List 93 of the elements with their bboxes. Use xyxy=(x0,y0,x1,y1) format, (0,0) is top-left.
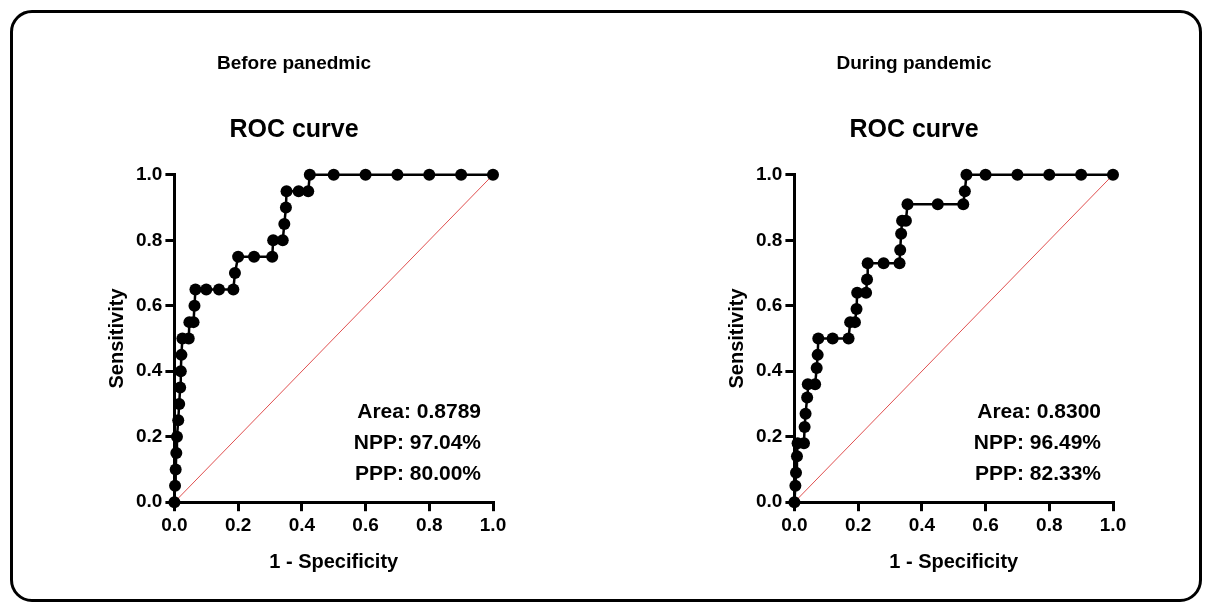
point xyxy=(169,479,182,492)
point xyxy=(801,391,814,404)
point xyxy=(169,463,182,476)
point xyxy=(893,257,906,270)
point xyxy=(172,414,185,427)
point xyxy=(266,250,279,263)
annotation: NPP: 97.04% xyxy=(353,430,482,453)
y-tick-label: 0.4 xyxy=(755,359,783,381)
point xyxy=(200,283,213,296)
chart-subtitle: ROC curve xyxy=(229,113,359,142)
annotation: PPP: 82.33% xyxy=(974,461,1102,484)
y-tick-label: 1.0 xyxy=(755,163,783,185)
point xyxy=(861,273,874,286)
point xyxy=(979,168,992,181)
x-tick-label: 0.8 xyxy=(416,513,443,535)
point xyxy=(170,447,183,460)
point xyxy=(279,201,292,214)
point xyxy=(789,479,802,492)
chart-title: Before panedmic xyxy=(216,51,372,73)
point xyxy=(901,198,914,211)
point xyxy=(894,244,907,257)
y-tick-label: 0.6 xyxy=(135,293,163,315)
point xyxy=(228,267,241,280)
point xyxy=(799,407,812,420)
point xyxy=(189,283,202,296)
point xyxy=(175,348,188,361)
y-tick-label: 0.8 xyxy=(135,228,163,250)
annotation: Area: 0.8300 xyxy=(977,399,1101,422)
x-tick-label: 0.6 xyxy=(972,513,999,535)
x-tick-label: 1.0 xyxy=(1099,513,1127,535)
point xyxy=(811,348,824,361)
y-tick-label: 1.0 xyxy=(135,163,163,185)
x-tick-label: 0.0 xyxy=(161,513,188,535)
point xyxy=(227,283,240,296)
point xyxy=(895,227,908,240)
point xyxy=(248,250,261,263)
x-tick-label: 0.4 xyxy=(908,513,936,535)
point xyxy=(850,303,863,316)
point xyxy=(391,168,404,181)
y-axis-title: Sensitivity xyxy=(724,287,747,389)
point xyxy=(790,466,803,479)
x-tick-label: 0.6 xyxy=(352,513,379,535)
point xyxy=(860,286,873,299)
point xyxy=(303,168,316,181)
point xyxy=(455,168,468,181)
point xyxy=(232,250,245,263)
point xyxy=(327,168,340,181)
point xyxy=(213,283,226,296)
y-tick-label: 0.8 xyxy=(755,228,783,250)
point xyxy=(302,185,315,198)
point xyxy=(798,420,811,433)
chart-subtitle: ROC curve xyxy=(849,113,979,142)
x-tick-label: 0.4 xyxy=(288,513,316,535)
y-tick-label: 0.2 xyxy=(135,424,163,446)
point xyxy=(931,198,944,211)
annotation: NPP: 96.49% xyxy=(973,430,1102,453)
point xyxy=(278,217,291,230)
point xyxy=(170,430,183,443)
annotation: PPP: 80.00% xyxy=(354,461,482,484)
annotation: Area: 0.8789 xyxy=(357,399,481,422)
point xyxy=(877,257,890,270)
point xyxy=(960,168,973,181)
point xyxy=(1107,168,1119,181)
y-tick-label: 0.0 xyxy=(135,490,163,512)
point xyxy=(790,450,803,463)
point xyxy=(861,257,874,270)
point xyxy=(280,185,293,198)
point xyxy=(1043,168,1056,181)
x-tick-label: 1.0 xyxy=(479,513,507,535)
point xyxy=(812,332,825,345)
chart-title: During pandemic xyxy=(836,51,993,73)
y-tick-label: 0.2 xyxy=(755,424,783,446)
point xyxy=(1011,168,1024,181)
point xyxy=(826,332,839,345)
point xyxy=(958,185,971,198)
x-tick-label: 0.0 xyxy=(781,513,808,535)
point xyxy=(1075,168,1088,181)
point xyxy=(842,332,855,345)
x-tick-label: 0.8 xyxy=(1036,513,1063,535)
point xyxy=(487,168,499,181)
point xyxy=(810,361,823,374)
point xyxy=(188,299,201,312)
x-axis-title: 1 - Specificity xyxy=(269,549,400,572)
point xyxy=(957,198,970,211)
x-tick-label: 0.2 xyxy=(844,513,872,535)
y-tick-label: 0.0 xyxy=(755,490,783,512)
y-axis-title: Sensitivity xyxy=(104,287,127,389)
point xyxy=(423,168,436,181)
y-tick-label: 0.6 xyxy=(755,293,783,315)
x-tick-label: 0.2 xyxy=(224,513,252,535)
y-tick-label: 0.4 xyxy=(135,359,163,381)
x-axis-title: 1 - Specificity xyxy=(889,549,1020,572)
point xyxy=(359,168,372,181)
